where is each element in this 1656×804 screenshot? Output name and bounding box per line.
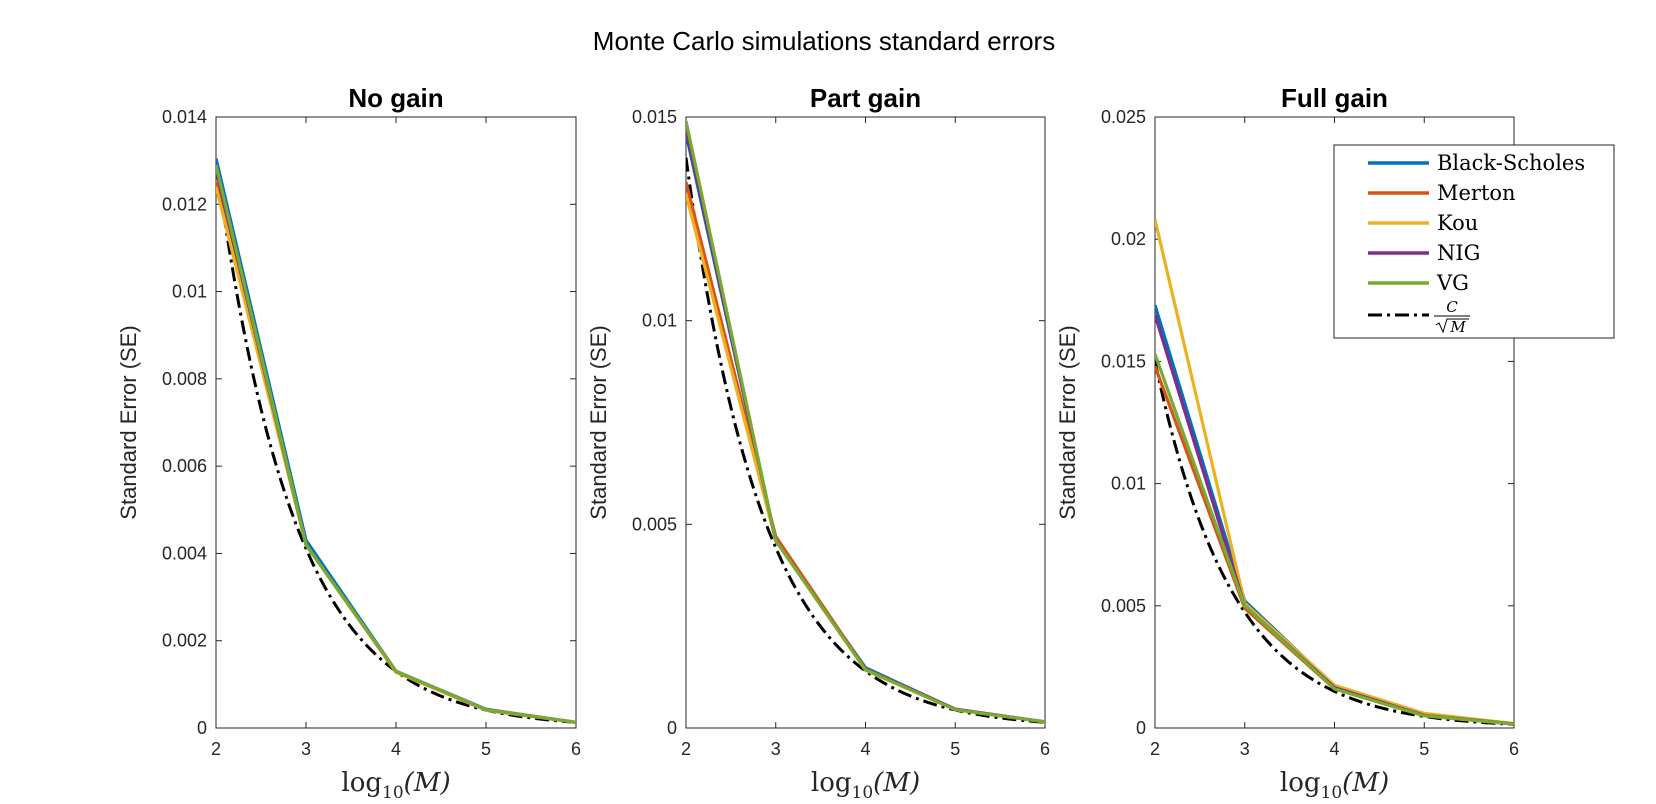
x-axis-label-subscript: 10 (382, 783, 404, 803)
x-axis-label-base: log (811, 768, 852, 798)
y-tick-label: 0.002 (162, 631, 207, 651)
y-tick-label: 0.01 (1111, 474, 1146, 494)
x-tick-label: 4 (1329, 739, 1339, 759)
y-tick-label: 0.006 (162, 456, 207, 476)
x-tick-label: 2 (211, 739, 221, 759)
x-axis-label-subscript: 10 (1321, 783, 1343, 803)
series-line-reference (1155, 361, 1514, 726)
legend-label: NIG (1437, 241, 1480, 265)
panel-title: Part gain (810, 83, 921, 113)
x-tick-label: 6 (1509, 739, 1519, 759)
y-axis-label: Standard Error (SE) (116, 325, 141, 519)
legend-label: VG (1436, 271, 1469, 295)
x-tick-label: 6 (571, 739, 581, 759)
y-axis-label: Standard Error (SE) (1055, 325, 1080, 519)
x-tick-label: 5 (950, 739, 960, 759)
legend-entry-merton: Merton (1368, 181, 1516, 205)
x-axis-label-argument: (M) (873, 768, 920, 798)
chart-panel-1: No gain 2 3 4 5 6 0 0.002 0.004 0.006 0.008 0.01 0.0… (116, 83, 581, 803)
plot-area (216, 158, 576, 724)
x-axis-label-argument: (M) (404, 768, 451, 798)
legend-fraction-denominator: M (1449, 318, 1466, 336)
y-tick-label: 0.005 (1101, 596, 1146, 616)
y-tick-label: 0.02 (1111, 229, 1146, 249)
panel-title: No gain (348, 83, 443, 113)
series-line-vg (216, 164, 576, 724)
y-tick-label: 0 (197, 718, 207, 738)
y-tick-label: 0.005 (632, 514, 677, 534)
y-tick-label: 0.008 (162, 369, 207, 389)
x-axis-label: log10(M) (811, 768, 920, 803)
legend-sqrt-icon (1435, 318, 1469, 334)
x-axis-label-argument: (M) (1342, 768, 1389, 798)
y-tick-label: 0.015 (632, 107, 677, 127)
y-tick-label: 0.025 (1101, 107, 1146, 127)
x-tick-label: 2 (1150, 739, 1160, 759)
axes-box (215, 116, 577, 729)
y-tick-label: 0.014 (162, 107, 207, 127)
x-axis-label: log10(M) (341, 768, 450, 803)
x-tick-label: 3 (301, 739, 311, 759)
y-tick-label: 0.01 (172, 282, 207, 302)
series-line-vg (686, 120, 1045, 724)
legend-label: Black-Scholes (1437, 151, 1585, 175)
x-axis-label-base: log (341, 768, 382, 798)
legend-entry-nig: NIG (1368, 241, 1480, 265)
x-axis-label-subscript: 10 (852, 783, 874, 803)
legend-label: Merton (1437, 181, 1516, 205)
y-tick-label: 0 (667, 718, 677, 738)
x-tick-label: 3 (771, 739, 781, 759)
x-tick-label: 2 (681, 739, 691, 759)
x-tick-label: 5 (1419, 739, 1429, 759)
x-tick-label: 5 (481, 739, 491, 759)
x-tick-label: 6 (1040, 739, 1050, 759)
x-tick-label: 3 (1240, 739, 1250, 759)
x-axis-label-base: log (1280, 768, 1321, 798)
x-axis-label: log10(M) (1280, 768, 1389, 803)
panel-title: Full gain (1281, 83, 1388, 113)
y-tick-label: 0 (1136, 718, 1146, 738)
axes-box (685, 116, 1046, 729)
y-tick-label: 0.01 (642, 311, 677, 331)
y-tick-label: 0.004 (162, 543, 207, 563)
legend-entry-kou: Kou (1368, 211, 1478, 235)
series-line-reference (686, 157, 1045, 724)
y-tick-label: 0.012 (162, 194, 207, 214)
y-axis-label: Standard Error (SE) (586, 325, 611, 519)
chart-panels: No gain 2 3 4 5 6 0 0.002 0.004 0.006 0.008 0.01 0.0… (116, 83, 1519, 803)
series-line-vg (1155, 353, 1514, 726)
figure-title: Monte Carlo simulations standard errors (593, 26, 1055, 56)
y-tick-label: 0.015 (1101, 351, 1146, 371)
legend-entry-black-scholes: Black-Scholes (1368, 151, 1585, 175)
legend-fraction-numerator: C (1446, 298, 1458, 316)
legend-label: Kou (1437, 211, 1478, 235)
legend-entry-reference: CM (1368, 298, 1470, 336)
plot-area (686, 120, 1045, 724)
plot-area (1155, 219, 1514, 726)
legend: Black-Scholes Merton Kou NIG VG CM (1333, 144, 1615, 339)
chart-panel-2: Part gain 2 3 4 5 6 0 0.005 0.01 0.015 Standard Er… (586, 83, 1050, 803)
x-tick-label: 4 (391, 739, 401, 759)
legend-entry-vg: VG (1368, 271, 1469, 295)
x-tick-label: 4 (860, 739, 870, 759)
legend-box (1333, 144, 1615, 339)
